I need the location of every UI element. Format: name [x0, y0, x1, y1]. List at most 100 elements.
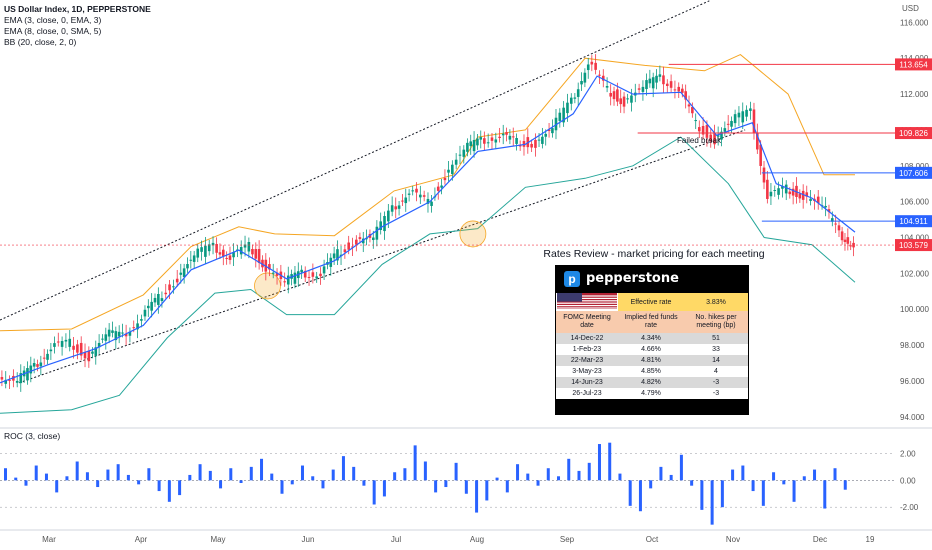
candle-body: [677, 86, 681, 92]
candle-body: [247, 242, 251, 252]
roc-bar: [382, 480, 386, 497]
roc-bar: [434, 480, 438, 493]
roc-tick-label: 0.00: [900, 476, 916, 485]
x-tick-label: Jul: [391, 535, 401, 544]
candle-body: [101, 338, 104, 340]
candle-body: [651, 77, 655, 89]
roc-bar: [792, 480, 796, 502]
candle-body: [824, 205, 827, 208]
price-label-box: [895, 239, 932, 252]
candle-body: [494, 139, 498, 143]
price-label-box: [895, 127, 932, 140]
candle-body: [466, 142, 469, 152]
candle-body: [762, 167, 766, 183]
chart-grid: [0, 427, 932, 531]
roc-bar: [270, 473, 274, 481]
brand-bar: p pepperstone: [556, 266, 748, 292]
candle-body: [447, 169, 450, 173]
candle-body: [283, 281, 286, 283]
roc-bar: [229, 468, 233, 481]
candle-body: [713, 133, 716, 145]
candle-body: [777, 188, 780, 195]
table-row: 3-May-23 4.85% 4: [556, 366, 748, 377]
candle-body: [182, 268, 186, 277]
row-hikes: -3: [684, 388, 748, 399]
candle-body: [268, 264, 271, 270]
x-tick-label: Mar: [42, 535, 56, 544]
roc-bar: [843, 480, 847, 490]
candle-body: [401, 200, 404, 202]
candle-body: [681, 88, 684, 93]
candle-body: [544, 133, 548, 137]
row-hikes: 33: [684, 344, 748, 355]
candle-body: [422, 195, 426, 197]
candle-body: [46, 353, 49, 360]
candle-body: [569, 97, 573, 104]
candle-body: [254, 248, 258, 259]
roc-bar: [649, 480, 653, 489]
candle-body: [580, 80, 583, 85]
x-tick-label: Dec: [813, 535, 827, 544]
roc-bar: [464, 480, 468, 494]
roc-bar: [362, 480, 366, 486]
roc-bar: [546, 468, 550, 481]
candle-body: [218, 252, 222, 255]
roc-bar: [700, 480, 704, 510]
candle-body: [697, 127, 701, 132]
candle-body: [737, 112, 741, 118]
candle-body: [534, 139, 537, 148]
candle-body: [300, 269, 303, 273]
candle-body: [114, 331, 118, 341]
candle-body: [505, 132, 508, 135]
candle-body: [49, 349, 53, 352]
y-tick-label: 104.000: [900, 234, 929, 243]
y-tick-label: 116.000: [900, 18, 929, 27]
candle-body: [140, 319, 143, 321]
roc-tick-label: -2.00: [900, 503, 919, 512]
candle-body: [827, 209, 831, 213]
price-label-text: 104.911: [899, 217, 928, 226]
candle-body: [573, 97, 577, 99]
roc-bar: [813, 469, 817, 481]
candle-body: [576, 89, 580, 97]
candle-body: [315, 276, 318, 279]
roc-bar: [219, 480, 223, 489]
candle-body: [132, 327, 136, 329]
legend-bb: BB (20, close, 2, 0): [4, 37, 77, 47]
roc-bar: [44, 473, 48, 481]
candle-body: [15, 380, 19, 383]
candle-body: [157, 294, 160, 305]
candle-body: [616, 89, 619, 102]
candle-body: [117, 331, 121, 337]
candle-body: [537, 139, 541, 141]
candle-body: [251, 248, 254, 255]
roc-bar: [475, 480, 479, 513]
candle-body: [42, 357, 46, 359]
candle-body: [387, 210, 390, 222]
candle-body: [232, 252, 235, 258]
roc-bar: [505, 480, 509, 493]
candle-body: [371, 237, 375, 241]
candle-body: [612, 91, 616, 100]
candle-body: [849, 245, 853, 247]
row-hikes: -3: [684, 377, 748, 388]
candle-body: [498, 136, 501, 138]
price-label-text: 107.606: [899, 169, 928, 178]
candle-body: [293, 272, 297, 284]
candle-body: [143, 309, 147, 317]
roc-bar: [34, 465, 38, 481]
candle-body: [720, 131, 723, 140]
candle-body: [769, 191, 773, 197]
candle-body: [705, 124, 709, 138]
candle-body: [756, 132, 759, 150]
roc-bar: [587, 462, 591, 481]
roc-bar: [55, 480, 59, 493]
candle-body: [8, 379, 11, 381]
roc-bar: [126, 474, 130, 481]
candle-body: [196, 248, 200, 258]
candle-body: [336, 249, 339, 261]
candle-body: [261, 259, 264, 268]
row-rate: 4.85%: [618, 366, 684, 377]
candle-body: [164, 292, 168, 295]
candle-body: [415, 188, 418, 193]
